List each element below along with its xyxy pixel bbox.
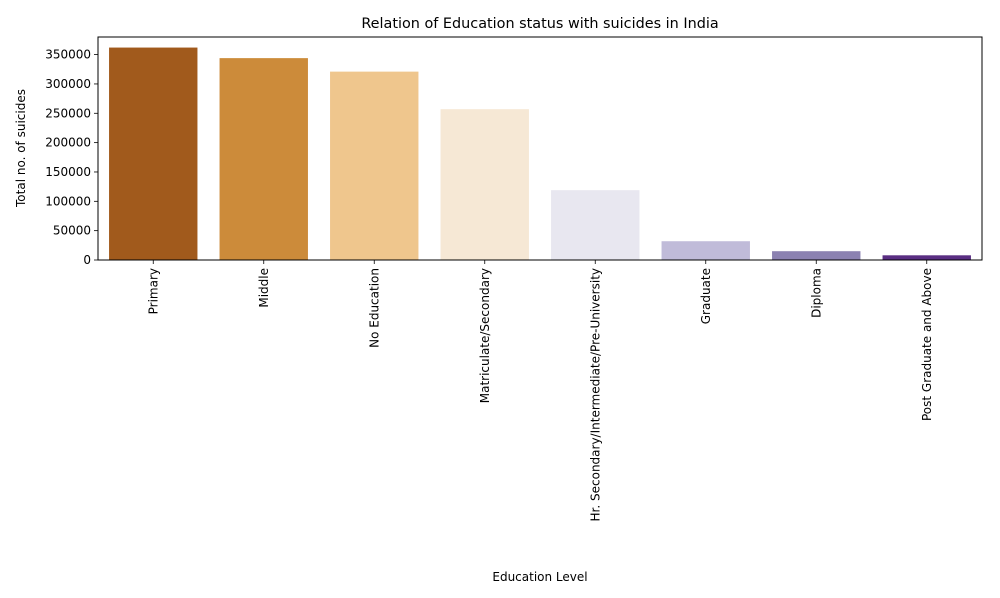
x-axis: Primary Middle No Education Matriculate/Sec… (146, 260, 934, 521)
bars-group (109, 47, 971, 261)
x-tick-label: Post Graduate and Above (920, 268, 934, 421)
x-tick-label: Hr. Secondary/Intermediate/Pre-Universit… (588, 268, 602, 521)
x-tick-label: Matriculate/Secondary (478, 268, 492, 403)
y-tick-label: 0 (83, 253, 91, 267)
bar-3 (330, 71, 419, 260)
y-tick-label: 100000 (45, 194, 91, 208)
bar-5 (551, 190, 640, 260)
x-tick-label: Primary (146, 268, 160, 314)
bar-6 (661, 241, 750, 260)
y-tick-label: 350000 (45, 48, 91, 62)
bar-7 (772, 251, 861, 260)
y-tick-label: 50000 (53, 224, 91, 238)
bar-2 (219, 58, 308, 261)
y-axis-label: Total no. of suicides (14, 89, 28, 208)
y-axis: 0 50000 100000 150000 200000 250000 300000 3500… (45, 48, 98, 267)
y-tick-label: 250000 (45, 106, 91, 120)
y-tick-label: 200000 (45, 136, 91, 150)
y-tick-label: 150000 (45, 165, 91, 179)
chart-title: Relation of Education status with suicid… (361, 16, 718, 32)
plot-frame (97, 36, 983, 261)
x-tick-label: No Education (367, 268, 381, 348)
bar-4 (440, 109, 529, 260)
bar-8 (882, 255, 971, 260)
x-axis-label: Education Level (492, 570, 587, 584)
x-tick-label: Middle (257, 268, 271, 308)
x-tick-label: Diploma (809, 268, 823, 318)
bar-1 (109, 47, 198, 260)
x-tick-label: Graduate (699, 268, 713, 324)
y-tick-label: 300000 (45, 77, 91, 91)
